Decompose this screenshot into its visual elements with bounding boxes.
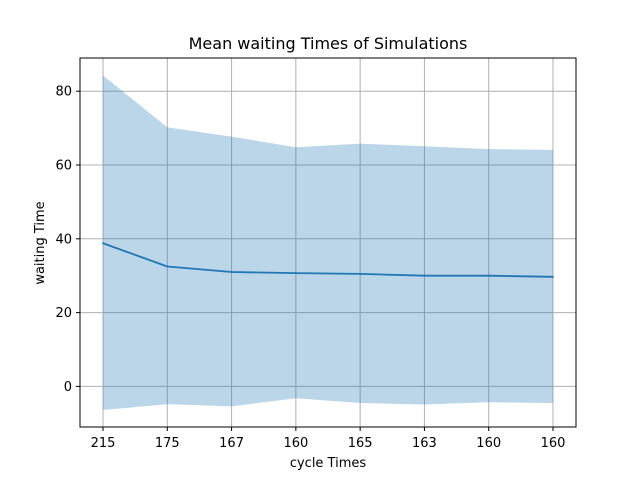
y-tick-label: 60 <box>55 159 72 174</box>
x-tick-label: 175 <box>155 436 180 451</box>
band-layer <box>103 75 553 411</box>
mean-point <box>423 274 426 277</box>
x-tick-label: 160 <box>476 436 501 451</box>
y-axis-label: waiting Time <box>33 201 48 284</box>
y-tick-label: 40 <box>55 232 72 247</box>
mean-point <box>552 275 554 278</box>
y-tick-label: 80 <box>55 85 72 100</box>
x-tick-label: 215 <box>91 436 116 451</box>
y-axis-ticks: 0 20 40 60 80 <box>55 85 80 395</box>
grid <box>80 58 576 427</box>
chart-title: Mean waiting Times of Simulations <box>189 34 468 53</box>
x-tick-label: 160 <box>283 436 308 451</box>
mean-point <box>487 274 490 277</box>
y-tick-label: 20 <box>55 306 72 321</box>
x-axis-ticks: 215 175 167 160 165 163 160 160 <box>91 427 566 451</box>
x-tick-label: 160 <box>541 436 566 451</box>
mean-point <box>359 272 362 275</box>
confidence-band <box>103 75 553 411</box>
x-tick-label: 165 <box>348 436 373 451</box>
line-layer <box>102 242 554 278</box>
x-tick-label: 167 <box>219 436 244 451</box>
mean-point <box>294 272 297 275</box>
x-axis-label: cycle Times <box>290 456 367 471</box>
y-tick-label: 0 <box>64 380 72 395</box>
mean-point <box>230 271 233 273</box>
plot-frame <box>79 57 577 428</box>
x-tick-label: 163 <box>412 436 437 451</box>
mean-point <box>102 242 104 245</box>
mean-line <box>102 242 554 278</box>
mean-point <box>166 265 169 268</box>
